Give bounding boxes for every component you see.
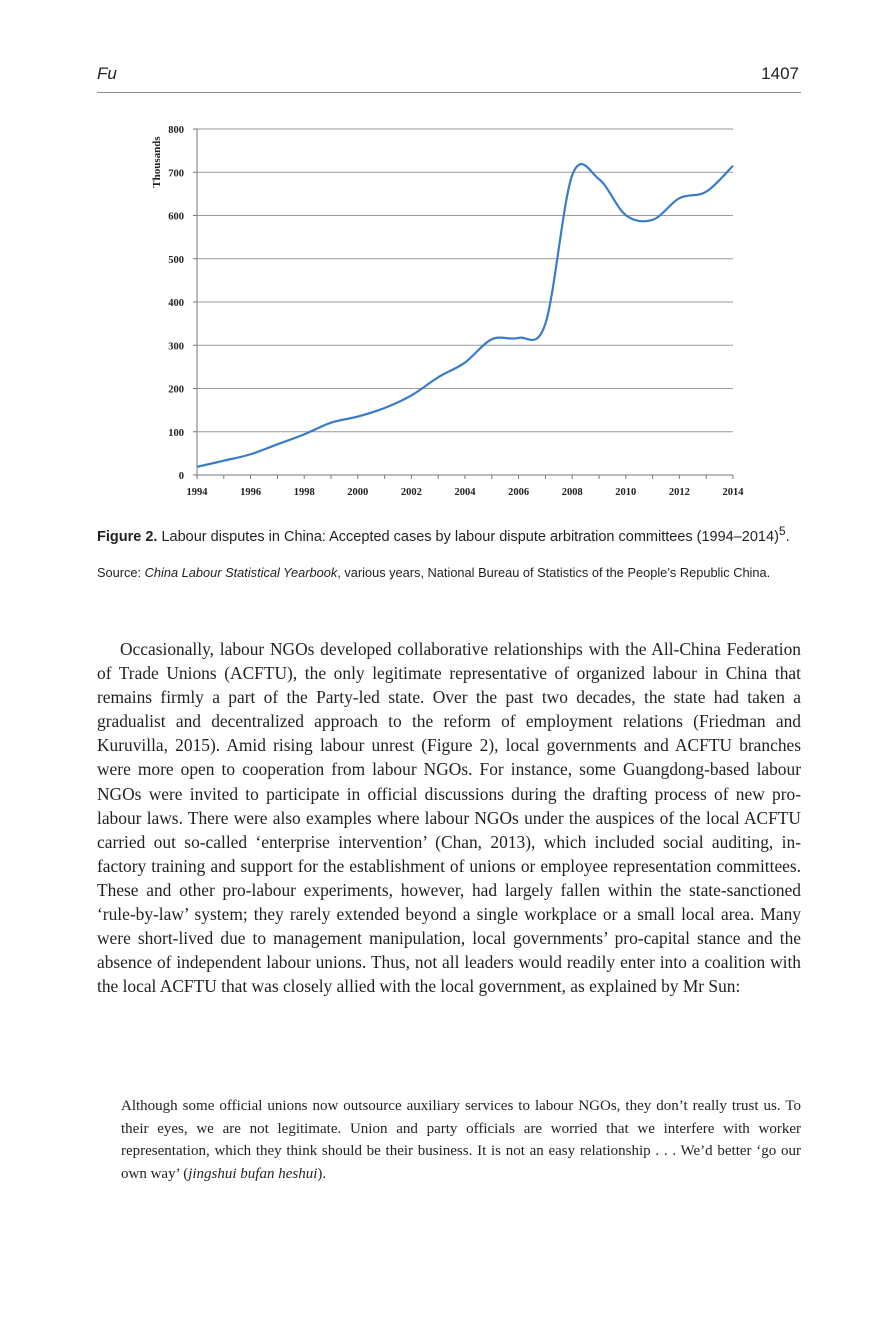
quote-end: ). [317, 1165, 327, 1182]
series-line [196, 163, 734, 468]
x-tick-label: 2000 [347, 487, 368, 498]
quote-main: Although some official unions now outsou… [121, 1098, 801, 1182]
source-rest: , various years, National Bureau of Stat… [337, 565, 771, 580]
y-tick-label: 300 [168, 341, 184, 352]
x-tick-label: 2004 [455, 487, 477, 498]
x-tick-label: 1994 [187, 487, 209, 498]
x-tick-label: 2002 [401, 487, 422, 498]
x-tick-label: 2010 [615, 487, 636, 498]
x-tick-label: 1998 [294, 487, 315, 498]
line-chart: 0 100 200 300 400 500 600 700 800 1994 1996 1998 200… [151, 125, 745, 498]
x-tick-label: 1996 [240, 487, 261, 498]
figure-caption-text: Labour disputes in China: Accepted cases… [161, 528, 779, 545]
page-number: 1407 [761, 64, 799, 83]
body-paragraph: Occasionally, labour NGOs developed coll… [97, 639, 801, 997]
figure-source: Source: China Labour Statistical Yearboo… [97, 564, 801, 582]
source-title: China Labour Statistical Yearbook [144, 565, 338, 580]
y-tick-label: 800 [168, 125, 184, 136]
y-tick-label: 200 [168, 385, 184, 396]
y-axis-title: Thousands [151, 136, 163, 188]
y-tick-label: 100 [168, 428, 184, 439]
x-tick-label: 2008 [562, 487, 583, 498]
y-tick-label: 500 [168, 255, 184, 266]
running-header: Fu 1407 [97, 62, 801, 93]
x-tick-label: 2006 [508, 487, 529, 498]
y-tick-label: 0 [179, 471, 184, 482]
x-tick-label: 2012 [669, 487, 690, 498]
figure-caption-footnote-ref: 5 [778, 524, 786, 538]
block-quote: Although some official unions now outsou… [121, 1095, 801, 1185]
figure-2-chart: 0 100 200 300 400 500 600 700 800 1994 1996 1998 200… [140, 112, 760, 507]
figure-caption: Figure 2. Labour disputes in China: Acce… [97, 522, 801, 547]
x-tick-label: 2014 [723, 487, 745, 498]
running-head-author: Fu [97, 64, 117, 83]
quote-italic: jingshui bufan heshui [188, 1165, 318, 1182]
y-tick-label: 700 [168, 168, 184, 179]
figure-caption-end: . [785, 528, 790, 545]
y-tick-label: 600 [168, 212, 184, 223]
figure-label: Figure 2. [97, 528, 158, 545]
source-prefix: Source: [97, 565, 145, 580]
y-tick-label: 400 [168, 298, 184, 309]
